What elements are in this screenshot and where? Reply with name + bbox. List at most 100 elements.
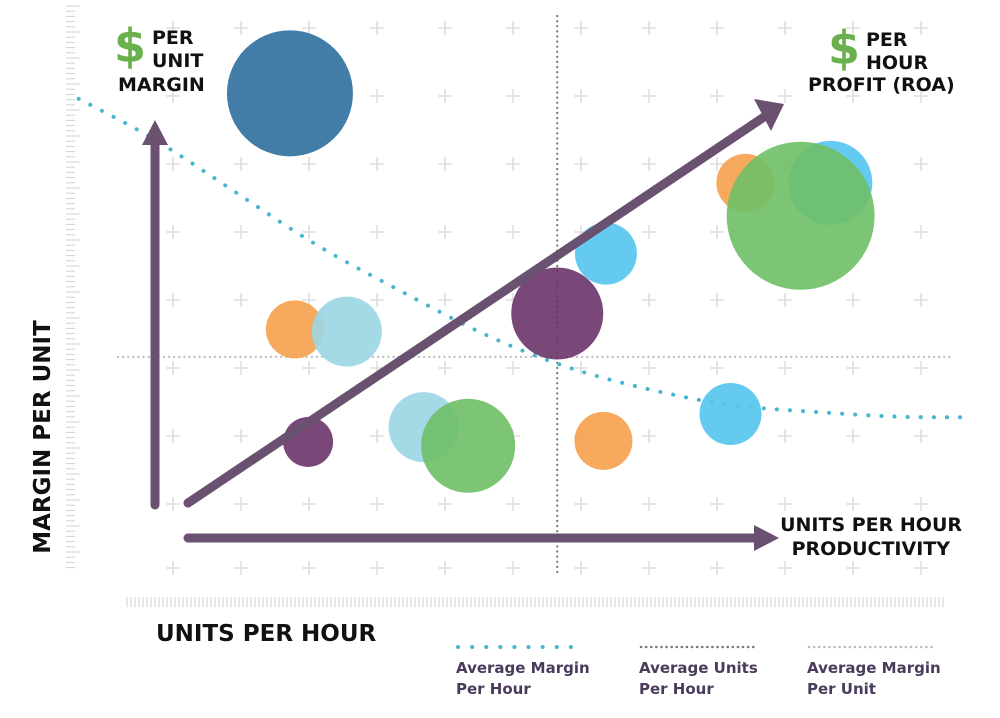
grid-cross: [234, 21, 248, 35]
bubble: [574, 222, 637, 285]
grid-cross: [302, 157, 316, 171]
grid-cross: [166, 293, 180, 307]
grid-cross: [370, 429, 384, 443]
grid-cross: [914, 361, 928, 375]
grid-cross: [778, 561, 792, 575]
grid-cross: [710, 21, 724, 35]
grid-cross: [846, 21, 860, 35]
label-line1: PER: [866, 29, 908, 51]
grid-cross: [574, 21, 588, 35]
legend-item-avg-margin-per-hour: Average Margin Per Hour: [456, 645, 590, 698]
grid-cross: [370, 497, 384, 511]
y-axis-label: MARGIN PER UNIT: [30, 320, 56, 554]
grid-cross: [234, 361, 248, 375]
grid-cross: [506, 225, 520, 239]
grid-cross: [914, 89, 928, 103]
x-arrow-head: [754, 525, 779, 551]
grid-cross: [234, 225, 248, 239]
grid-cross: [778, 361, 792, 375]
grid-cross: [166, 89, 180, 103]
grid-cross: [846, 429, 860, 443]
grid-cross: [370, 293, 384, 307]
grid-cross: [846, 497, 860, 511]
grid-cross: [574, 497, 588, 511]
per-unit-margin-label: $ PER UNIT MARGIN: [114, 19, 205, 96]
grid-cross: [914, 497, 928, 511]
bubble: [574, 411, 633, 470]
grid-cross: [234, 561, 248, 575]
grid-cross: [234, 293, 248, 307]
grid-cross: [302, 361, 316, 375]
grid-cross: [506, 361, 520, 375]
grid-cross: [302, 21, 316, 35]
grid-cross: [710, 361, 724, 375]
grid-cross: [778, 21, 792, 35]
grid-cross: [302, 225, 316, 239]
grid-cross: [302, 561, 316, 575]
grid-cross: [914, 561, 928, 575]
grid-cross: [642, 497, 656, 511]
grid-cross: [914, 157, 928, 171]
avg-margin-per-hour-curve: [76, 96, 972, 420]
legend-label-line1: Average Units: [639, 659, 758, 677]
grid-cross: [438, 21, 452, 35]
grid-cross: [438, 89, 452, 103]
grid-cross: [778, 89, 792, 103]
label-line3: PROFIT (ROA): [808, 74, 955, 96]
grid-cross: [778, 293, 792, 307]
x-arrow-label-line2: PRODUCTIVITY: [792, 538, 951, 560]
grid-cross: [710, 561, 724, 575]
grid-cross: [642, 293, 656, 307]
x-axis-label: UNITS PER HOUR: [156, 621, 377, 647]
legend-label-line2: Per Unit: [807, 680, 876, 698]
grid-cross: [438, 293, 452, 307]
axis-tick-marks: [66, 5, 944, 607]
grid-cross: [846, 561, 860, 575]
grid-cross: [506, 89, 520, 103]
grid-cross: [846, 361, 860, 375]
grid-cross: [710, 89, 724, 103]
grid-cross: [642, 361, 656, 375]
axis-arrows: [142, 99, 784, 551]
legend-label-line1: Average Margin: [456, 659, 590, 677]
x-arrow-label: UNITS PER HOUR PRODUCTIVITY: [780, 514, 962, 560]
grid-cross: [710, 157, 724, 171]
legend-label-line2: Per Hour: [456, 680, 531, 698]
diagonal-arrow-head: [754, 99, 784, 131]
grid-cross: [710, 225, 724, 239]
bubble: [226, 30, 353, 157]
grid-cross: [370, 21, 384, 35]
grid-cross: [506, 157, 520, 171]
grid-cross: [438, 561, 452, 575]
grid-cross: [166, 497, 180, 511]
grid-cross: [778, 497, 792, 511]
grid-cross: [574, 157, 588, 171]
grid-cross: [370, 561, 384, 575]
grid-cross: [846, 89, 860, 103]
grid-cross: [370, 225, 384, 239]
grid-cross: [166, 361, 180, 375]
grid-cross: [914, 429, 928, 443]
grid-cross: [846, 293, 860, 307]
grid-cross: [438, 497, 452, 511]
grid-cross: [642, 157, 656, 171]
grid-cross: [302, 497, 316, 511]
grid-cross: [234, 429, 248, 443]
label-line2: UNIT: [152, 50, 203, 72]
grid-cross: [370, 157, 384, 171]
legend: Average Margin Per Hour Average Units Pe…: [456, 645, 941, 698]
legend-item-avg-margin-per-unit: Average Margin Per Unit: [807, 645, 941, 698]
dollar-icon: $: [828, 21, 860, 75]
bubbles: [226, 30, 875, 493]
grid-cross: [506, 497, 520, 511]
bubble: [265, 300, 324, 359]
dollar-icon: $: [114, 19, 146, 73]
grid-cross: [642, 89, 656, 103]
grid-cross: [438, 225, 452, 239]
grid-cross: [710, 293, 724, 307]
grid-cross: [234, 157, 248, 171]
y-arrow-head: [142, 120, 168, 145]
grid-cross: [710, 497, 724, 511]
bubble: [726, 141, 875, 290]
